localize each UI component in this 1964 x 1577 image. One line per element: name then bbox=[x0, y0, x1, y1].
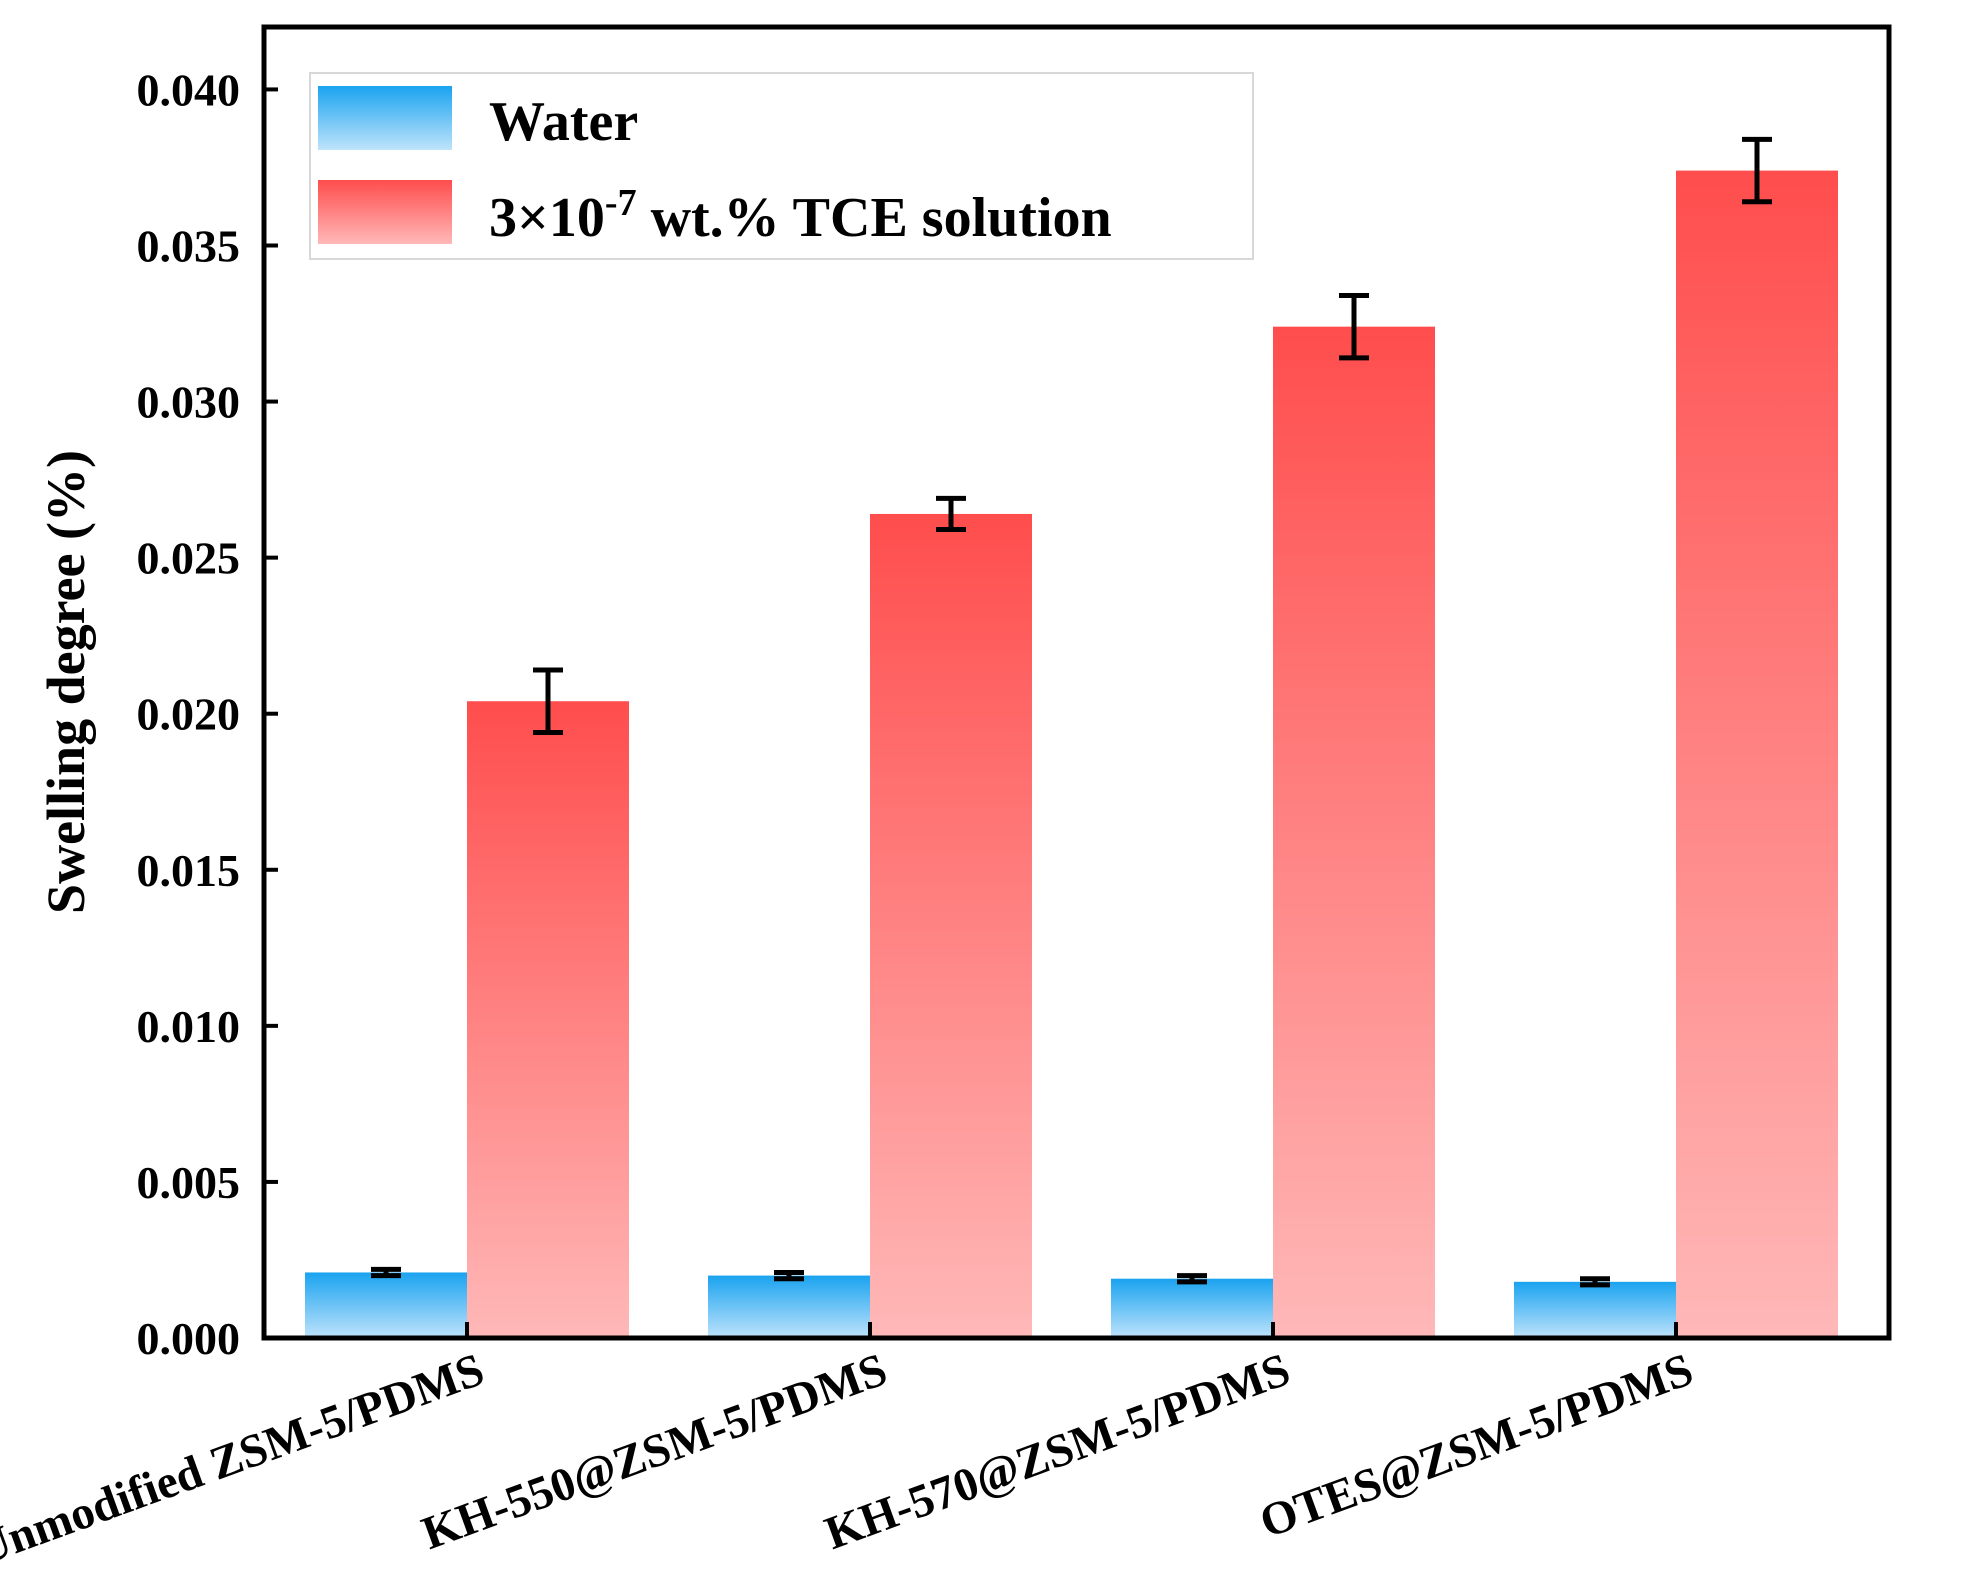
plot-frame bbox=[261, 24, 1892, 1341]
y-tick-label-8: 0.040 bbox=[137, 64, 241, 115]
bar-water-2 bbox=[1111, 1278, 1273, 1338]
bar-tce-1 bbox=[870, 513, 1032, 1338]
error-bars-layer bbox=[371, 136, 1772, 1288]
bars-layer bbox=[305, 170, 1838, 1339]
bar-tce-2 bbox=[1273, 326, 1435, 1339]
x-tick-label-3: OTES@ZSM-5/PDMS bbox=[1253, 1343, 1700, 1548]
bar-water-3 bbox=[1514, 1281, 1676, 1338]
legend-box bbox=[309, 72, 1254, 260]
legend-label-tce: 3×10-7 wt.% TCE solution bbox=[489, 182, 1112, 249]
x-tick-label-0: Unmodified ZSM-5/PDMS bbox=[0, 1343, 491, 1575]
legend-label-water: Water bbox=[489, 91, 638, 153]
error-bar-tce-1 bbox=[936, 495, 966, 533]
error-bar-water-1 bbox=[774, 1269, 804, 1282]
x-tick-label-2: KH-570@ZSM-5/PDMS bbox=[818, 1343, 1296, 1560]
legend: Water 3×10-7 wt.% TCE solution bbox=[309, 72, 1254, 260]
error-bar-water-0 bbox=[371, 1266, 401, 1279]
legend-swatch-water bbox=[318, 86, 452, 150]
error-bar-tce-2 bbox=[1339, 292, 1369, 361]
x-tick-label-1: KH-550@ZSM-5/PDMS bbox=[415, 1343, 893, 1560]
x-axis-ticks: Unmodified ZSM-5/PDMSKH-550@ZSM-5/PDMSKH… bbox=[0, 1322, 1700, 1576]
y-axis-ticks: 0.000 0.005 0.010 0.015 0.020 0.025 0.030 0.035… bbox=[137, 64, 278, 1364]
legend-swatch-tce bbox=[318, 180, 452, 244]
error-bar-water-3 bbox=[1580, 1276, 1610, 1288]
error-bar-tce-0 bbox=[533, 667, 563, 735]
error-bar-water-2 bbox=[1177, 1273, 1207, 1285]
bar-tce-0 bbox=[467, 701, 629, 1338]
y-tick-label-5: 0.025 bbox=[137, 533, 241, 584]
bar-tce-3 bbox=[1676, 170, 1838, 1339]
y-axis-label: Swelling degree (%) bbox=[36, 450, 96, 914]
y-tick-label-7: 0.035 bbox=[137, 221, 241, 272]
y-tick-label-2: 0.010 bbox=[137, 1001, 241, 1052]
bar-water-1 bbox=[708, 1275, 870, 1338]
error-bar-tce-3 bbox=[1742, 136, 1772, 205]
y-tick-label-1: 0.005 bbox=[137, 1157, 241, 1208]
y-tick-label-6: 0.030 bbox=[137, 377, 241, 428]
bar-water-0 bbox=[305, 1272, 467, 1338]
y-tick-label-3: 0.015 bbox=[137, 845, 241, 896]
y-tick-label-4: 0.020 bbox=[137, 689, 241, 740]
y-tick-label-0: 0.000 bbox=[137, 1313, 241, 1364]
